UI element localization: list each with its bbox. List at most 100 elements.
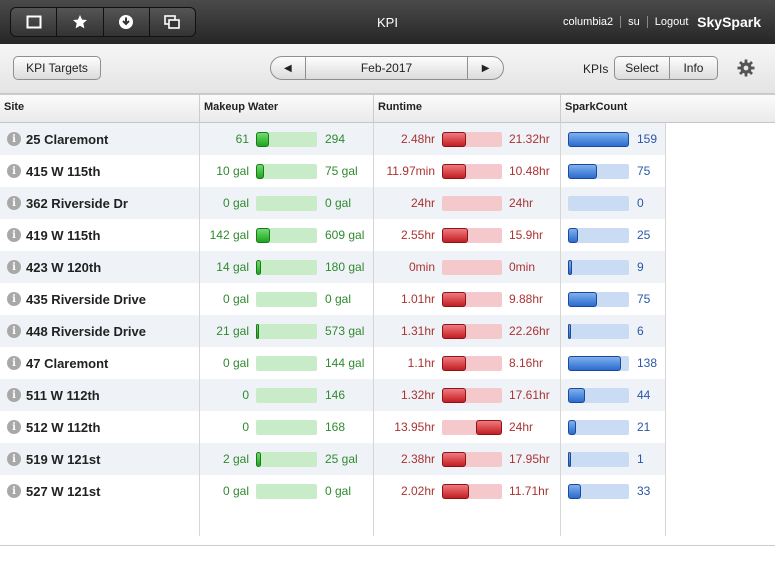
table-row[interactable]: i 511 W 112th 0 146 1.32hr 17.61hr 44 [0, 379, 666, 411]
runtime-max: 0min [509, 260, 536, 274]
settings-button[interactable] [737, 59, 755, 80]
info-icon[interactable]: i [7, 324, 21, 338]
info-icon[interactable]: i [7, 292, 21, 306]
toolbar: KPI Targets ◀ Feb-2017 ▶ KPIs Select Inf… [0, 44, 775, 94]
square-icon [26, 15, 42, 29]
makeup-bar-fill [256, 452, 261, 467]
site-cell: i 527 W 121st [0, 475, 199, 507]
site-name[interactable]: 25 Claremont [26, 131, 109, 147]
runtime-value: 1.1hr [407, 356, 435, 370]
runtime-bar-fill [442, 324, 466, 339]
makeup-bar-track [256, 420, 317, 435]
runtime-bar-track [442, 164, 502, 179]
table-row[interactable]: i 419 W 115th 142 gal 609 gal 2.55hr 15.9hr 25 [0, 219, 666, 251]
runtime-bar-track [442, 292, 502, 307]
runtime-value: 2.55hr [400, 228, 435, 242]
info-icon[interactable]: i [7, 420, 21, 434]
sparkcount-bar-fill [568, 484, 581, 499]
favorites-button[interactable] [57, 8, 104, 36]
site-name[interactable]: 511 W 112th [26, 387, 100, 403]
site-name[interactable]: 362 Riverside Dr [26, 195, 128, 211]
site-name[interactable]: 512 W 112th [26, 419, 101, 435]
info-icon[interactable]: i [7, 132, 21, 146]
makeup-value: 142 gal [209, 228, 249, 242]
info-button[interactable]: Info [683, 61, 704, 75]
makeup-bar-track [256, 452, 317, 467]
windows-button[interactable] [150, 8, 195, 36]
date-navigator: ◀ Feb-2017 ▶ [270, 56, 504, 80]
column-header-sparkcount[interactable]: SparkCount [561, 95, 775, 123]
info-icon[interactable]: i [7, 228, 21, 242]
sparkcount-value: 1 [637, 452, 644, 466]
site-name[interactable]: 423 W 120th [26, 259, 102, 275]
table-row[interactable]: i 25 Claremont 61 294 2.48hr 21.32hr 159 [0, 123, 666, 155]
runtime-value: 1.31hr [400, 324, 435, 338]
sparkcount-bar-track [568, 260, 629, 275]
table-row[interactable]: i 527 W 121st 0 gal 0 gal 2.02hr 11.71hr 33 [0, 475, 666, 507]
sparkcount-bar-track [568, 356, 629, 371]
sparkcount-bar-track [568, 420, 629, 435]
runtime-bar-fill [442, 132, 466, 147]
table-row[interactable]: i 362 Riverside Dr 0 gal 0 gal 24hr 24hr 0 [0, 187, 666, 219]
runtime-value: 11.97min [386, 164, 435, 178]
table-row[interactable]: i 423 W 120th 14 gal 180 gal 0min 0min 9 [0, 251, 666, 283]
sparkcount-bar-track [568, 484, 629, 499]
makeup-value: 0 gal [222, 196, 249, 210]
table-row[interactable]: i 415 W 115th 10 gal 75 gal 11.97min 10.48hr 7… [0, 155, 666, 187]
home-button[interactable] [11, 8, 58, 36]
site-name[interactable]: 527 W 121st [26, 483, 101, 499]
makeup-bar-fill [256, 228, 270, 243]
sparkcount-bar-track [568, 388, 629, 403]
logout-link[interactable]: Logout [654, 16, 689, 28]
makeup-bar-track [256, 356, 317, 371]
info-icon[interactable]: i [7, 196, 21, 210]
makeup-max: 609 gal [325, 228, 365, 242]
runtime-bar-fill [442, 452, 466, 467]
site-name[interactable]: 47 Claremont [26, 355, 109, 371]
column-header-site[interactable]: Site [0, 95, 200, 123]
site-name[interactable]: 419 W 115th [26, 227, 101, 243]
table-row[interactable]: i 519 W 121st 2 gal 25 gal 2.38hr 17.95hr 1 [0, 443, 666, 475]
info-icon[interactable]: i [7, 388, 21, 402]
info-icon[interactable]: i [7, 356, 21, 370]
table-row[interactable]: i 512 W 112th 0 168 13.95hr 24hr 21 [0, 411, 666, 443]
runtime-value: 1.01hr [400, 292, 435, 306]
runtime-bar-track [442, 324, 502, 339]
table-row[interactable]: i 448 Riverside Drive 21 gal 573 gal 1.31hr 2… [0, 315, 666, 347]
runtime-bar-track [442, 196, 502, 211]
info-icon[interactable]: i [7, 260, 21, 274]
prev-period-button[interactable]: ◀ [271, 57, 306, 79]
info-icon[interactable]: i [7, 164, 21, 178]
footer-bar [0, 545, 775, 561]
date-picker[interactable]: Feb-2017 [306, 57, 469, 79]
runtime-max: 10.48hr [509, 164, 550, 178]
makeup-max: 0 gal [325, 292, 352, 306]
site-name[interactable]: 415 W 115th [26, 163, 101, 179]
column-header-makeup-water[interactable]: Makeup Water [200, 95, 374, 123]
select-button[interactable]: Select [615, 57, 670, 79]
kpi-targets-button[interactable]: KPI Targets [13, 56, 101, 80]
site-name[interactable]: 435 Riverside Drive [26, 291, 146, 307]
next-period-button[interactable]: ▶ [481, 62, 490, 74]
username-link[interactable]: columbia2 [563, 16, 614, 28]
su-link[interactable]: su [628, 16, 640, 28]
makeup-max: 168 [325, 420, 346, 434]
makeup-max: 146 [325, 388, 346, 402]
kpi-action-group: Select Info [614, 56, 718, 80]
makeup-bar-fill [256, 164, 264, 179]
runtime-max: 17.61hr [509, 388, 550, 402]
info-icon[interactable]: i [7, 484, 21, 498]
info-icon[interactable]: i [7, 452, 21, 466]
sparkcount-bar-fill [568, 324, 571, 339]
site-name[interactable]: 448 Riverside Drive [26, 323, 146, 339]
runtime-bar-track [442, 388, 502, 403]
column-header-runtime[interactable]: Runtime [374, 95, 561, 123]
download-button[interactable] [104, 8, 150, 36]
download-circle-icon [119, 15, 134, 29]
runtime-max: 8.16hr [509, 356, 544, 370]
table-row[interactable]: i 47 Claremont 0 gal 144 gal 1.1hr 8.16hr 138 [0, 347, 666, 379]
table-row[interactable]: i 435 Riverside Drive 0 gal 0 gal 1.01hr 9.88… [0, 283, 666, 315]
site-name[interactable]: 519 W 121st [26, 451, 101, 467]
sparkcount-bar-fill [568, 356, 621, 371]
runtime-bar-track [442, 228, 502, 243]
